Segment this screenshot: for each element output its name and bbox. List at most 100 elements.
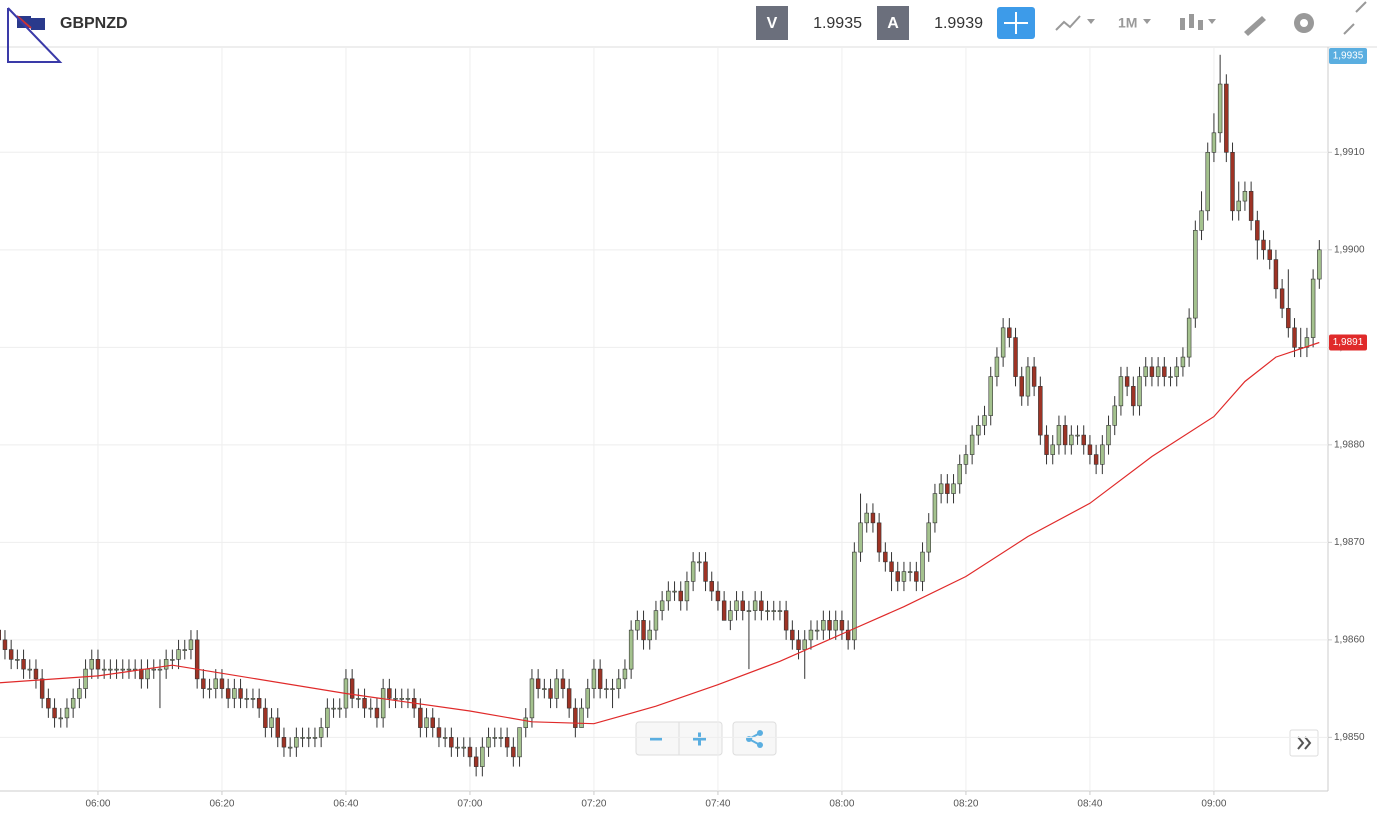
candle-body: [1168, 376, 1173, 378]
candle-body: [721, 600, 727, 621]
x-tick-label: 07:20: [581, 799, 606, 810]
candle-body: [585, 688, 590, 709]
candle-body: [591, 668, 597, 689]
ask-label: A: [887, 15, 899, 32]
candle-body: [139, 668, 144, 680]
x-tick-label: 08:20: [953, 799, 978, 810]
candle-body: [455, 746, 460, 749]
candle-body: [1124, 376, 1130, 387]
chart-type-button[interactable]: [1180, 14, 1216, 30]
candle-body: [8, 649, 14, 660]
symbol: GBPNZD: [60, 15, 128, 32]
candle-body: [548, 688, 553, 699]
candle-body: [318, 727, 324, 738]
candle-body: [1118, 376, 1124, 407]
candle-body: [647, 629, 652, 641]
candle-body: [418, 707, 423, 728]
candle-body: [1143, 366, 1148, 377]
candle-body: [300, 737, 305, 739]
draw-button[interactable]: [1244, 16, 1266, 36]
candle-body: [498, 737, 504, 739]
candle-body: [1304, 337, 1310, 348]
candle-body: [889, 561, 894, 572]
y-tick-label: 1,9860: [1334, 635, 1365, 646]
candle-body: [579, 707, 584, 728]
candle-body: [0, 629, 1, 641]
candle-body: [697, 561, 702, 564]
share-button[interactable]: [732, 721, 777, 756]
collapse-button[interactable]: [1343, 1, 1367, 35]
candle-body: [709, 581, 714, 592]
candle-body: [176, 649, 181, 660]
crosshair-button[interactable]: [997, 7, 1035, 39]
candle-body: [573, 707, 578, 728]
candle-body: [703, 561, 708, 582]
candle-body: [1038, 386, 1043, 436]
candle-body: [982, 415, 987, 426]
x-tick-label: 06:20: [209, 799, 234, 810]
candle-body: [473, 756, 479, 767]
candle-body: [542, 688, 547, 690]
candle-body: [108, 668, 113, 671]
candle-body: [864, 512, 869, 524]
candle-body: [1100, 444, 1105, 465]
candle-body: [1137, 376, 1142, 407]
candle-body: [653, 610, 659, 631]
candle-body: [1019, 376, 1024, 397]
zoom-in[interactable]: [693, 732, 706, 746]
candle-body: [628, 629, 634, 670]
candle-body: [461, 746, 466, 749]
candle-body: [610, 688, 615, 690]
candle-body: [387, 688, 392, 699]
candle-body: [1000, 327, 1006, 358]
candle-body: [535, 678, 541, 689]
candle-body: [1013, 337, 1018, 377]
candle-body: [325, 707, 330, 728]
candle-body: [219, 678, 225, 689]
candle-body: [771, 610, 776, 612]
candle-body: [951, 483, 956, 494]
candle-body: [821, 620, 826, 631]
candle-body: [1093, 454, 1099, 465]
bid-badge: [756, 6, 788, 40]
candle-body: [796, 639, 801, 650]
candle-body: [64, 707, 70, 719]
candle-body: [306, 737, 311, 739]
candle-body: [814, 629, 820, 632]
candle-body: [827, 620, 832, 631]
indicator-button[interactable]: [1055, 15, 1095, 31]
candle-body: [988, 376, 993, 416]
bid-price: 1.9935: [813, 15, 862, 32]
candle-body: [1193, 230, 1198, 319]
candle-body: [1031, 366, 1037, 387]
candle-body: [58, 717, 63, 720]
candle-body: [616, 678, 621, 689]
plot: 1,98501,98601,98701,98801,98901,99101,99…: [0, 47, 1365, 810]
candle-body: [566, 688, 572, 709]
candle-body: [232, 688, 237, 699]
candle-body: [715, 590, 721, 602]
candle-body: [597, 668, 603, 689]
candle-body: [1224, 83, 1229, 153]
zoom-controls: [635, 721, 1319, 757]
candle-body: [690, 561, 696, 582]
candle-body: [1050, 444, 1055, 455]
candle-body: [83, 668, 88, 689]
candle-body: [604, 688, 609, 690]
candle-body: [1062, 425, 1068, 446]
timeframe-button[interactable]: 1M: [1118, 15, 1137, 31]
y-tick-label: 1,9910: [1334, 147, 1365, 158]
candle-body: [957, 464, 962, 485]
candle-body: [486, 737, 491, 748]
candle-body: [1186, 317, 1192, 358]
candle-body: [393, 698, 398, 700]
ma-last-label: 1,9891: [1333, 337, 1364, 348]
candle-body: [914, 571, 919, 582]
candle-body: [1106, 425, 1111, 446]
candle-body: [969, 434, 975, 455]
candle-body: [2, 639, 8, 650]
candle-body: [1069, 434, 1074, 446]
candle-body: [312, 737, 318, 739]
x-tick-label: 09:00: [1201, 799, 1226, 810]
